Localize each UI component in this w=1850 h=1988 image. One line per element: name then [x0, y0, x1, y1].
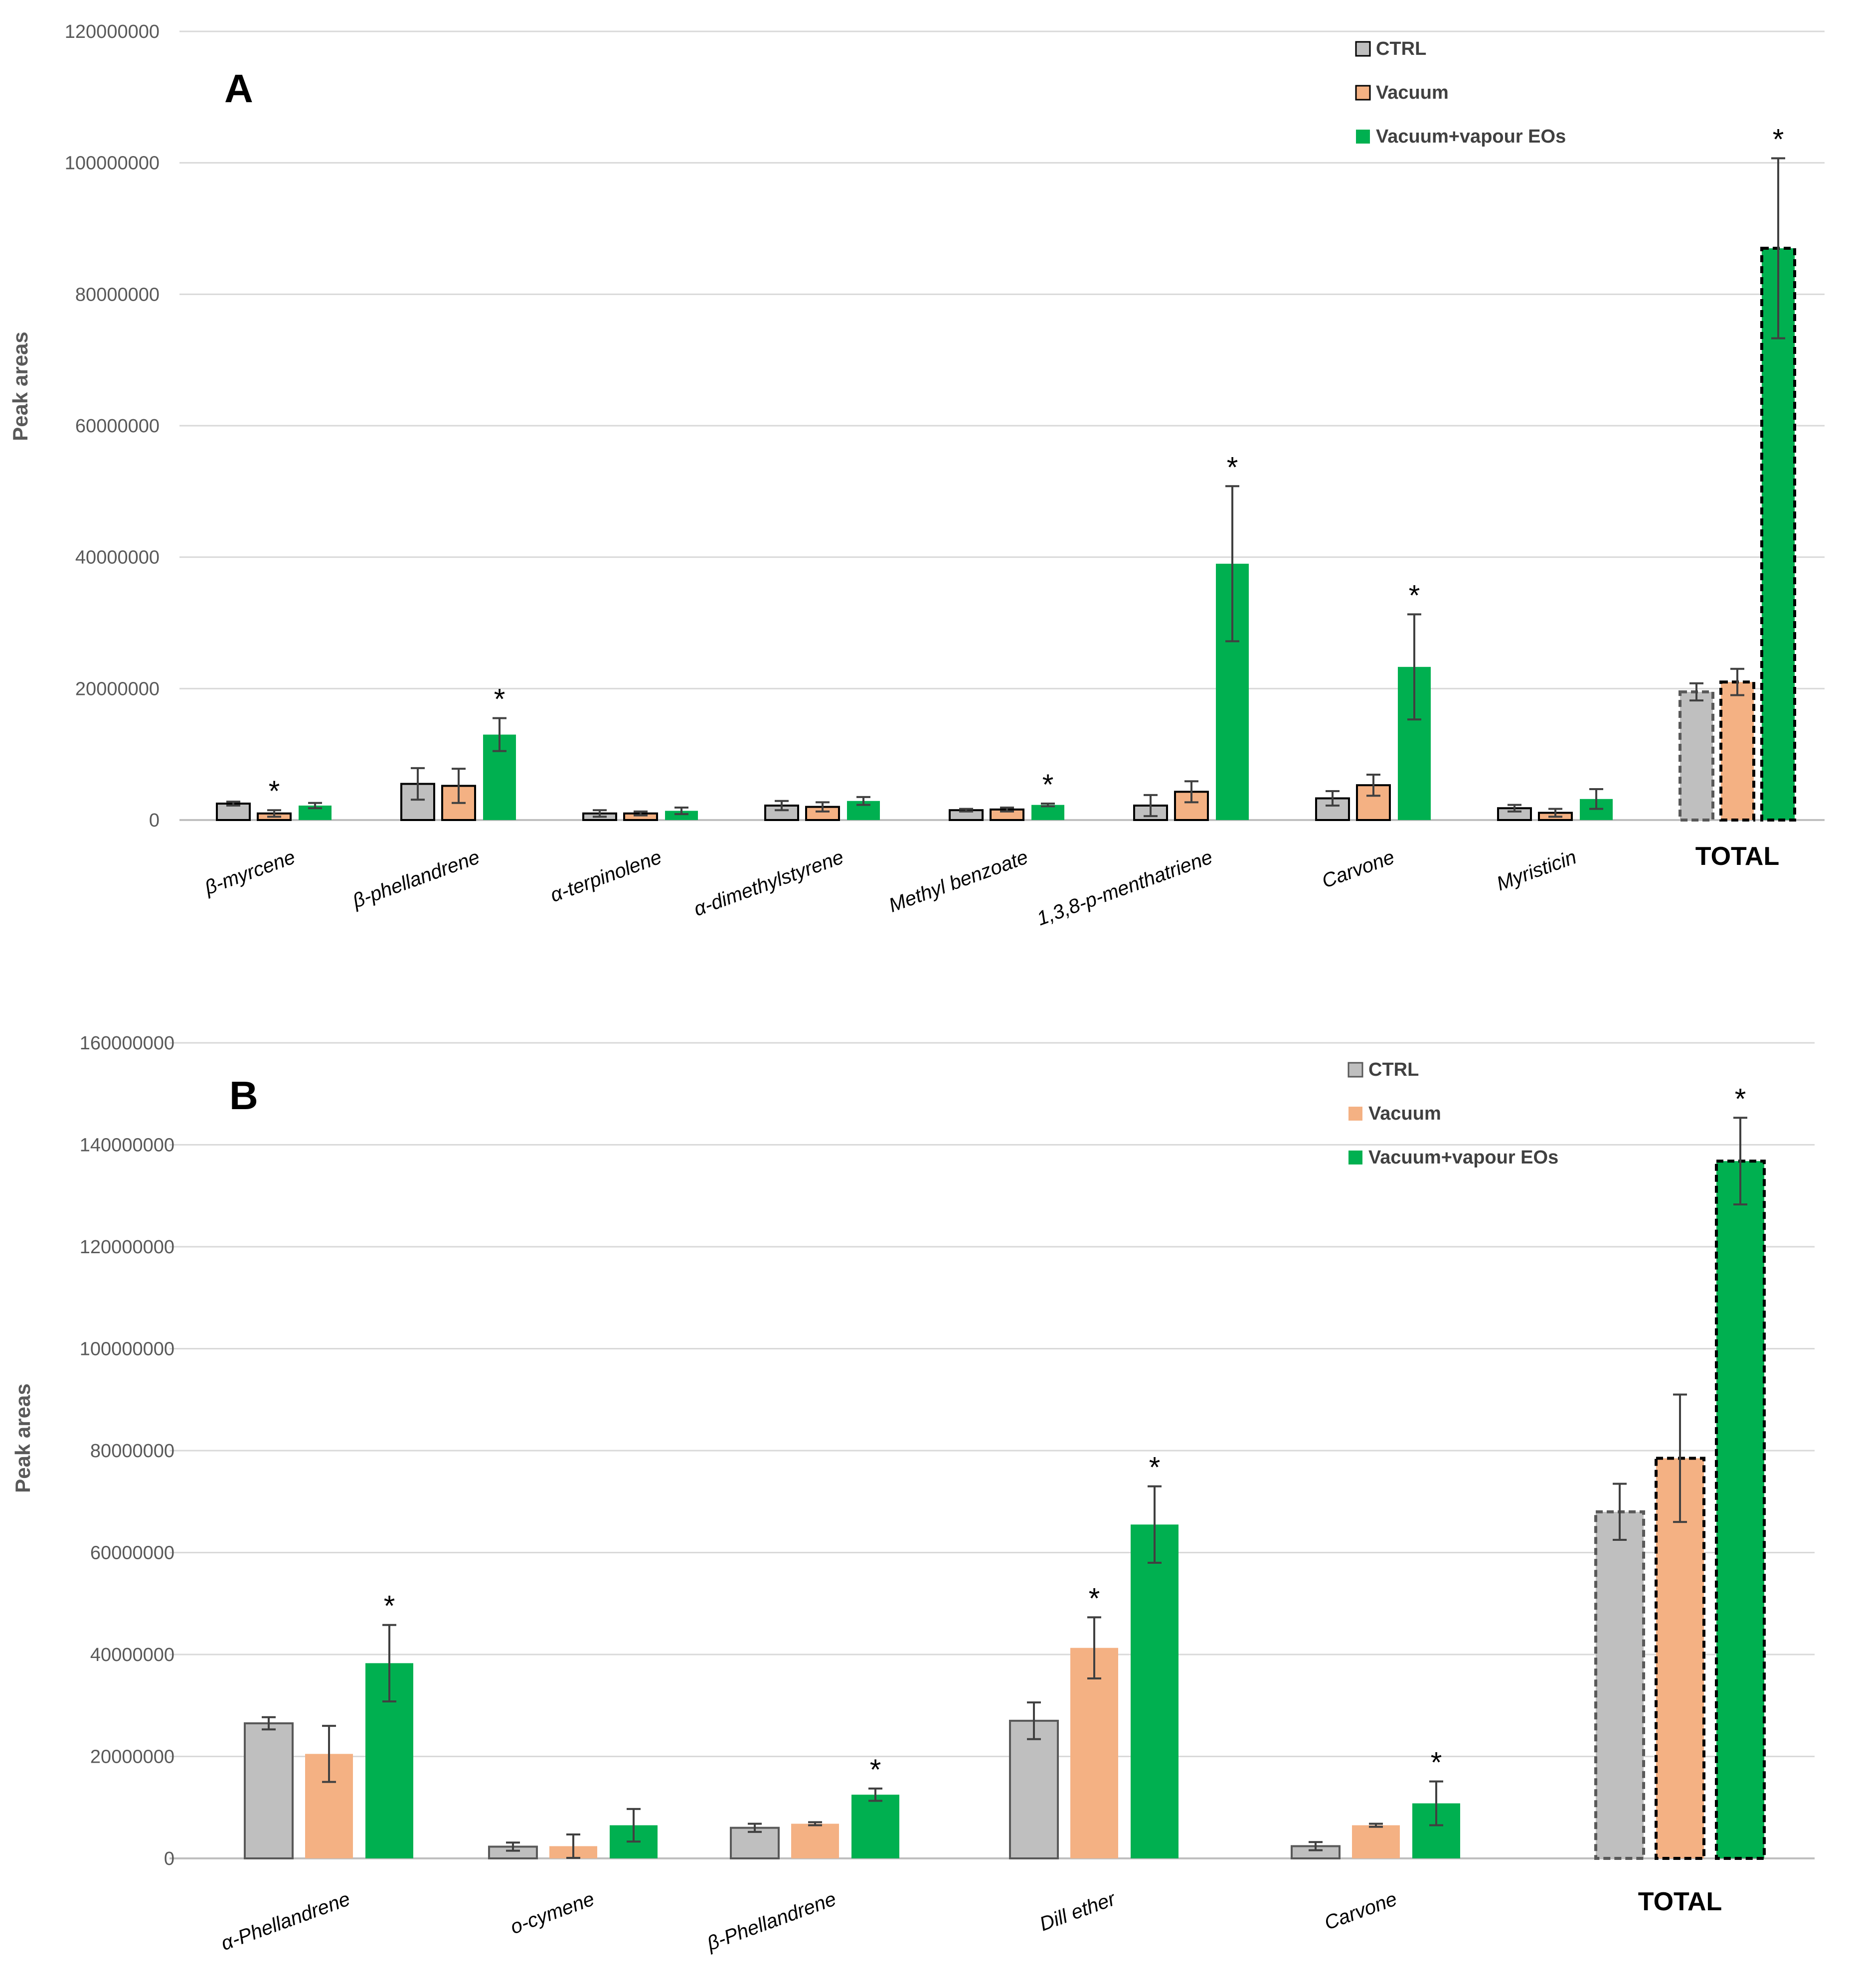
- category-label: Carvone: [1322, 1888, 1400, 1934]
- bar: [791, 1823, 839, 1858]
- significance-star: *: [384, 1590, 395, 1623]
- category-label: α-Phellandrene: [218, 1888, 353, 1955]
- significance-star: *: [494, 683, 505, 716]
- category-label: TOTAL: [1638, 1887, 1722, 1916]
- significance-star: *: [1409, 579, 1420, 612]
- panel-label: B: [229, 1073, 258, 1118]
- significance-star: *: [269, 775, 280, 808]
- legend-swatch: [1348, 1151, 1362, 1164]
- category-label: o-cymene: [507, 1888, 597, 1938]
- bar: [1070, 1648, 1118, 1858]
- bar: [244, 1722, 294, 1860]
- bar: [1719, 680, 1755, 822]
- y-tick-label: 120000000: [80, 1237, 174, 1258]
- category-label: Myristicin: [1494, 846, 1579, 895]
- bar: [665, 811, 698, 820]
- y-tick-label: 60000000: [75, 416, 160, 437]
- y-tick-label: 120000000: [65, 21, 160, 42]
- category-label: Carvone: [1319, 846, 1397, 892]
- y-tick-label: 40000000: [90, 1645, 174, 1665]
- category-label: Dill ether: [1037, 1888, 1119, 1936]
- y-tick-label: 40000000: [75, 547, 160, 568]
- significance-star: *: [1089, 1582, 1100, 1615]
- significance-star: *: [1431, 1747, 1442, 1779]
- bar: [730, 1826, 780, 1859]
- category-label: TOTAL: [1695, 842, 1780, 871]
- y-tick-label: 60000000: [90, 1543, 174, 1564]
- category-label: β-myrcene: [201, 846, 298, 899]
- chart-panel-b: 0 20000000 40000000 60000000 80000000 1000000…: [11, 1033, 1815, 1955]
- y-tick-label: 20000000: [75, 678, 160, 699]
- category-label: α-dimethylstyrene: [691, 846, 846, 921]
- bar: [1655, 1457, 1705, 1860]
- legend-swatch: [1347, 1062, 1363, 1078]
- legend-swatch: [1348, 1107, 1362, 1121]
- legend-label: Vacuum: [1368, 1103, 1441, 1124]
- category-label: α-terpinolene: [547, 846, 665, 906]
- y-tick-label: 0: [164, 1848, 174, 1869]
- bar: [1009, 1719, 1059, 1860]
- significance-star: *: [870, 1754, 881, 1786]
- category-label: Methyl benzoate: [886, 846, 1031, 917]
- legend-label: Vacuum+vapour EOs: [1376, 126, 1566, 147]
- significance-star: *: [1149, 1452, 1161, 1484]
- legend-swatch: [1355, 85, 1371, 101]
- y-tick-label: 100000000: [80, 1339, 174, 1360]
- bar: [1131, 1524, 1178, 1858]
- y-tick-label: 80000000: [75, 284, 160, 305]
- y-axis-label: Peak areas: [8, 331, 32, 441]
- y-tick-label: 100000000: [65, 153, 160, 174]
- legend-label: CTRL: [1376, 38, 1426, 59]
- y-tick-label: 0: [149, 810, 160, 831]
- bar: [1760, 247, 1796, 822]
- legend-label: Vacuum: [1376, 82, 1449, 103]
- chart-panel-a: 0 20000000 40000000 60000000 80000000 1000000…: [8, 21, 1825, 930]
- legend-swatch: [1356, 130, 1370, 144]
- bar: [1594, 1510, 1645, 1860]
- y-axis-label: Peak areas: [11, 1383, 34, 1493]
- legend-label: CTRL: [1368, 1059, 1419, 1080]
- bar: [1031, 805, 1064, 820]
- category-label: β-phellandrene: [349, 846, 483, 912]
- significance-star: *: [1042, 769, 1054, 801]
- legend-label: Vacuum+vapour EOs: [1368, 1147, 1558, 1168]
- bar: [851, 1795, 899, 1858]
- bar: [1679, 690, 1714, 822]
- y-tick-label: 140000000: [80, 1135, 174, 1156]
- category-label: 1,3,8-p-menthatriene: [1034, 846, 1215, 930]
- significance-star: *: [1773, 123, 1784, 156]
- bar: [1352, 1825, 1400, 1858]
- significance-star: *: [1735, 1083, 1746, 1115]
- legend-swatch: [1355, 41, 1371, 57]
- bar: [1715, 1160, 1766, 1860]
- y-tick-label: 20000000: [90, 1747, 174, 1768]
- panel-label: A: [224, 66, 253, 111]
- y-tick-label: 80000000: [90, 1441, 174, 1462]
- category-label: β-Phellandrene: [704, 1888, 840, 1955]
- y-tick-label: 160000000: [80, 1033, 174, 1054]
- significance-star: *: [1227, 451, 1238, 484]
